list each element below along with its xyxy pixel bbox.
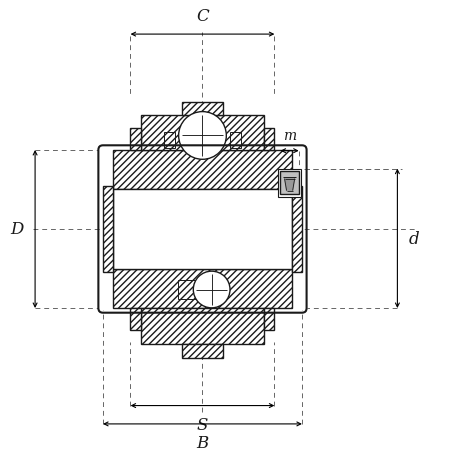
Bar — [181, 102, 223, 116]
Bar — [130, 308, 140, 330]
Polygon shape — [284, 179, 294, 191]
Bar — [230, 132, 241, 148]
Circle shape — [178, 112, 226, 160]
Bar — [181, 344, 223, 358]
Text: D: D — [10, 221, 23, 238]
Bar — [140, 308, 264, 344]
Text: d: d — [408, 230, 419, 247]
Bar — [130, 128, 140, 151]
Bar — [178, 281, 195, 299]
Bar — [280, 172, 298, 195]
Text: C: C — [196, 8, 208, 25]
Text: S: S — [196, 416, 208, 433]
Bar — [264, 128, 274, 151]
Text: B: B — [196, 434, 208, 451]
Bar — [113, 269, 291, 308]
Circle shape — [193, 272, 230, 308]
Text: m: m — [282, 129, 296, 143]
Bar — [113, 190, 291, 269]
Bar — [278, 169, 301, 197]
Bar — [264, 308, 274, 330]
Bar — [291, 187, 302, 272]
Bar — [113, 151, 291, 190]
Bar — [140, 116, 264, 151]
Bar — [103, 187, 113, 272]
Bar — [163, 132, 174, 148]
